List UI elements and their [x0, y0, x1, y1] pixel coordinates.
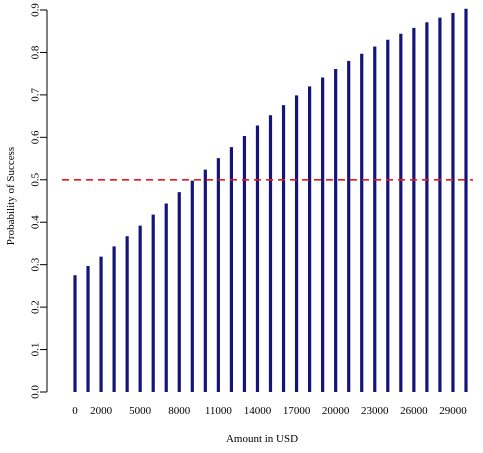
x-axis-label: Amount in USD	[226, 433, 298, 445]
y-tick-label: 0.9	[30, 3, 42, 17]
y-tick-label: 0.3	[30, 257, 42, 271]
y-tick-label: 0.1	[30, 343, 42, 357]
x-tick-label: 17000	[283, 405, 311, 417]
x-axis-ticks: 0 2000 5000 8000 11000 14000 17000 20000 23000 26…	[72, 405, 467, 417]
y-tick-label: 0.2	[30, 300, 42, 314]
x-tick-label: 29000	[439, 405, 467, 417]
x-tick-label: 2000	[90, 405, 113, 417]
y-axis: 0.0 0.1 0.2 0.3 0.4 0.5 0.6 0.7 0.8 0.9	[30, 3, 48, 399]
x-tick-label: 14000	[244, 405, 272, 417]
x-tick-label: 8000	[168, 405, 191, 417]
x-tick-label: 5000	[129, 405, 152, 417]
x-tick-label: 23000	[361, 405, 389, 417]
y-tick-label: 0.6	[30, 130, 42, 144]
y-tick-label: 0.7	[30, 88, 42, 102]
x-tick-label: 11000	[205, 405, 233, 417]
x-tick-label: 26000	[400, 405, 428, 417]
y-tick-label: 0.0	[30, 385, 42, 399]
x-tick-label: 20000	[322, 405, 350, 417]
y-tick-label: 0.5	[30, 172, 42, 186]
bars	[73, 8, 468, 392]
y-axis-label: Probability of Success	[5, 147, 17, 245]
y-tick-label: 0.4	[30, 215, 42, 229]
x-tick-label: 0	[72, 405, 78, 417]
y-tick-label: 0.8	[30, 45, 42, 59]
